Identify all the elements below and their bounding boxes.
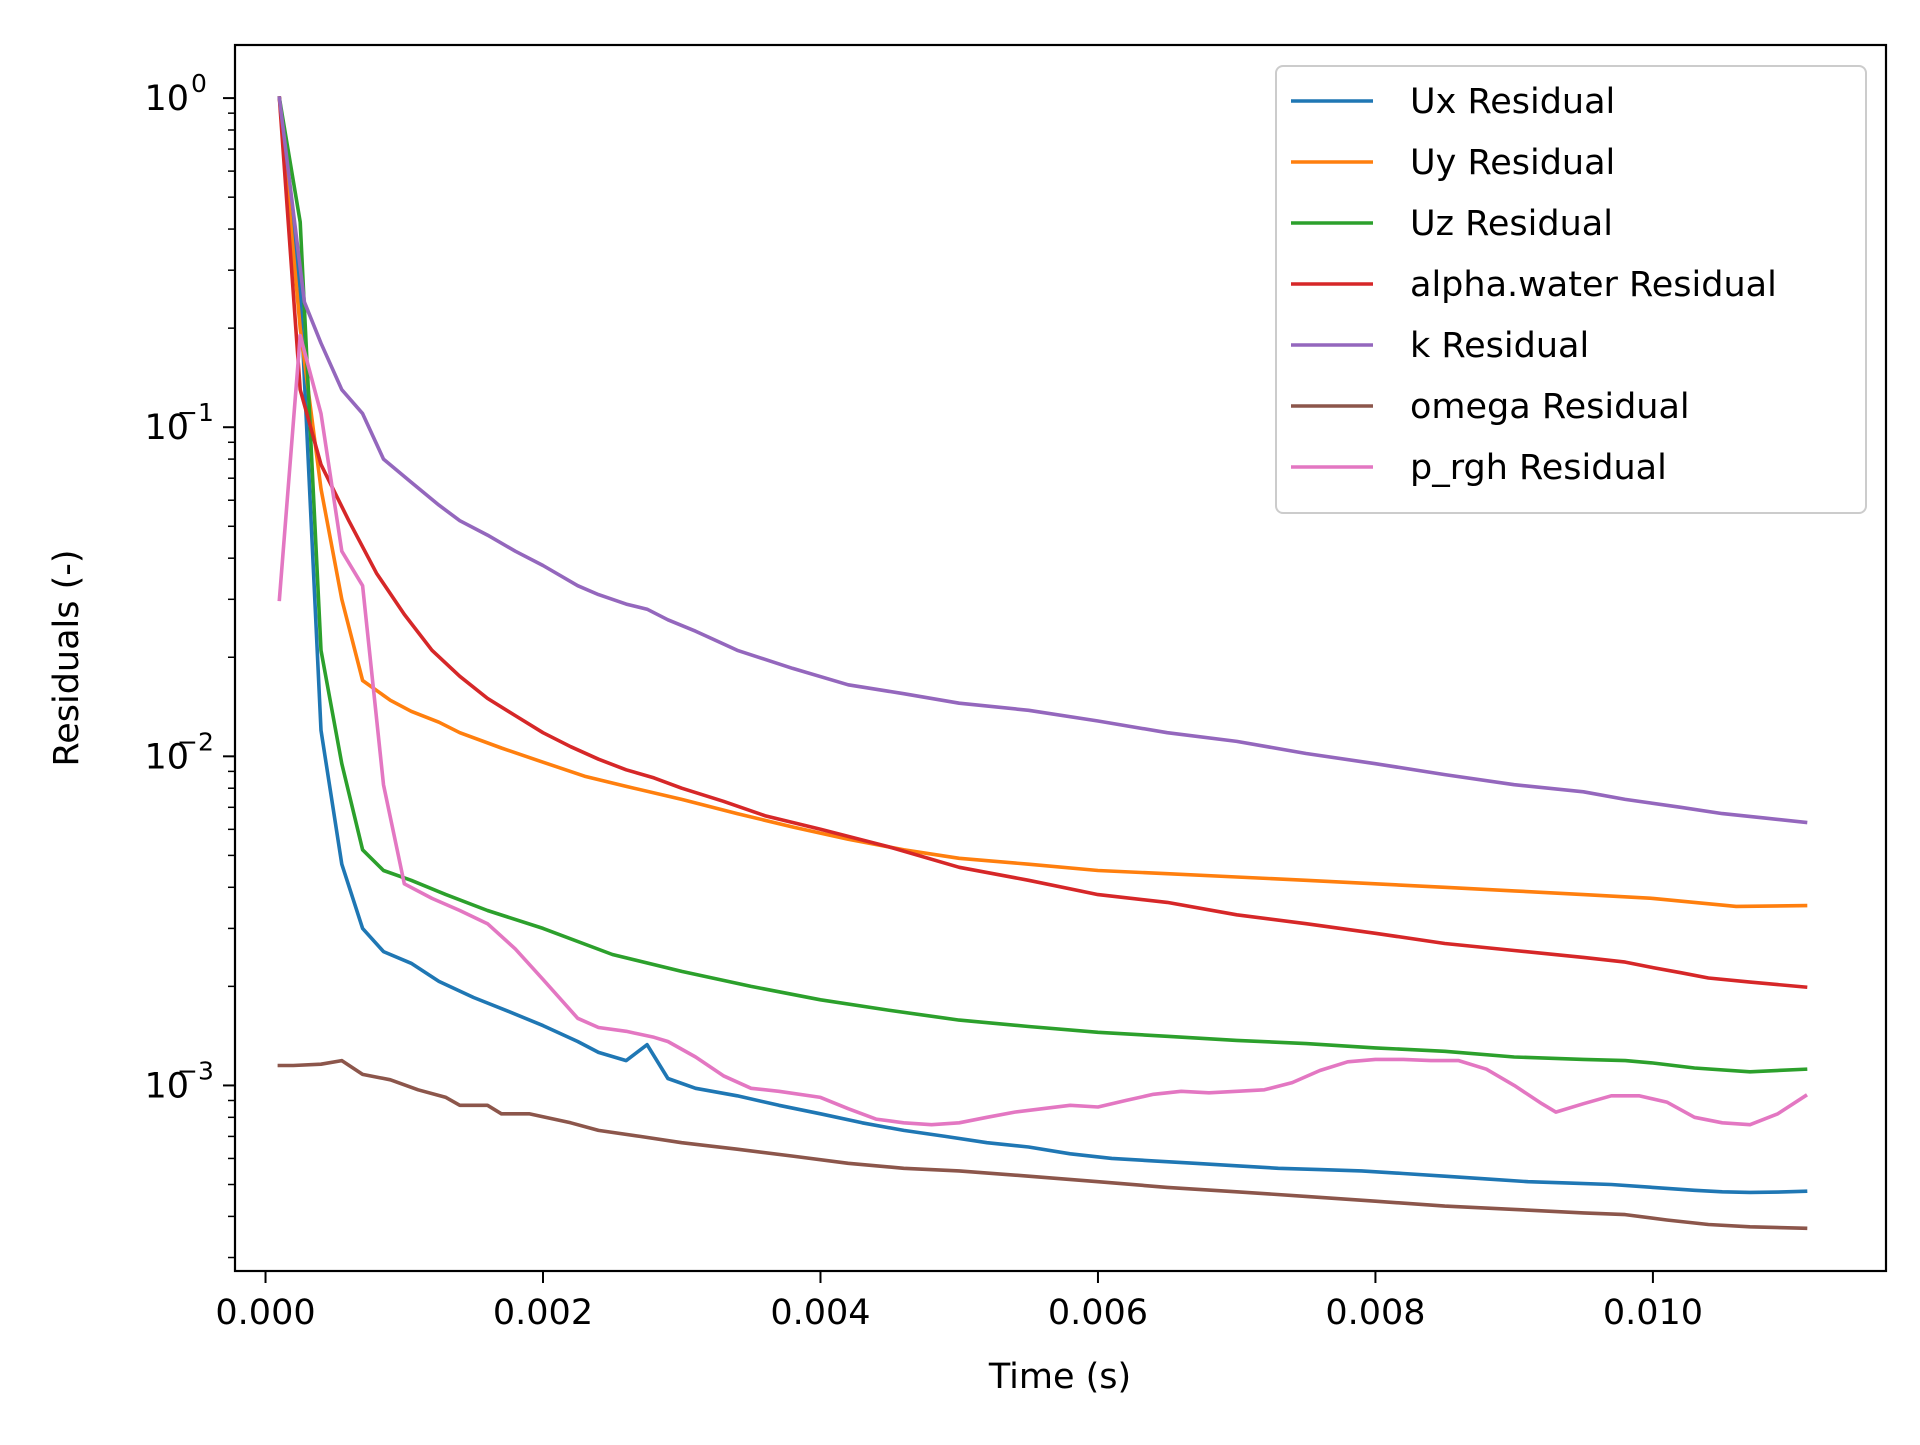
legend-box <box>1275 65 1867 514</box>
legend: Ux Residual Uy Residual Uz Residual alpha.w… <box>1275 65 1867 514</box>
y-tick-exponent: −2 <box>177 727 214 756</box>
x-axis: 0.000 0.002 0.004 0.006 0.008 0.010 <box>215 1271 1703 1333</box>
y-axis: 10 010−110−210−3 <box>144 69 235 1259</box>
x-tick-label: 0.006 <box>1048 1293 1148 1333</box>
x-tick-label: 0.004 <box>770 1293 870 1333</box>
x-tick-label: 0.000 <box>215 1293 315 1333</box>
series-line-p-rgh-residual <box>277 333 1808 1127</box>
x-tick-label: 0.008 <box>1325 1293 1425 1333</box>
y-tick-label: 10 <box>144 1066 189 1106</box>
y-tick-label: 10 <box>144 737 189 777</box>
plot-lines <box>277 96 1808 1231</box>
series-line-omega-residual <box>277 1058 1808 1231</box>
y-tick-exponent: 0 <box>191 69 207 98</box>
x-tick-label: 0.010 <box>1603 1293 1703 1333</box>
legend-label: p_rgh Residual <box>1410 448 1667 488</box>
y-tick-exponent: −1 <box>177 398 214 427</box>
y-axis-label: Residuals (-) <box>47 549 87 766</box>
y-tick-exponent: −3 <box>177 1056 214 1085</box>
series-line-uy-residual <box>277 96 1808 909</box>
legend-label: Ux Residual <box>1410 82 1615 122</box>
series-line-uz-residual <box>277 96 1808 1074</box>
x-tick-label: 0.002 <box>493 1293 593 1333</box>
legend-label: Uz Residual <box>1410 204 1613 244</box>
series-line-ux-residual <box>277 96 1808 1195</box>
legend-label: alpha.water Residual <box>1410 265 1777 305</box>
legend-label: omega Residual <box>1410 387 1690 427</box>
series-line-alpha-water-residual <box>277 96 1808 990</box>
legend-label: Uy Residual <box>1410 143 1615 183</box>
legend-label: k Residual <box>1410 326 1589 366</box>
y-tick-label: 10 <box>144 408 189 448</box>
series-line-k-residual <box>277 96 1808 825</box>
x-axis-label: Time (s) <box>988 1357 1131 1397</box>
y-tick-label: 10 <box>144 79 189 119</box>
